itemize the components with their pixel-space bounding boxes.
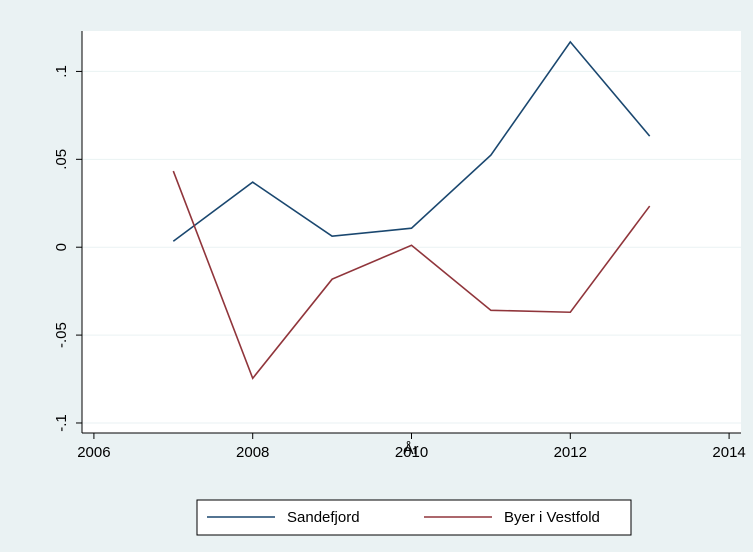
plot-area [82,31,741,433]
x-tick-label: 2012 [554,444,587,461]
legend-label: Sandefjord [287,509,360,526]
x-tick-label: 2014 [712,444,745,461]
y-tick-label: 0 [53,243,70,251]
series-line [172,40,651,242]
legend-label: Byer i Vestfold [504,509,600,526]
y-tick-label: -.05 [53,322,70,348]
x-tick-label: 2010 [395,444,428,461]
x-axis-title: År [404,441,419,458]
y-tick-label: .1 [53,65,70,78]
x-tick-label: 2008 [236,444,269,461]
y-tick-label: -.1 [53,414,70,432]
y-tick-label: .05 [53,149,70,170]
series-line [172,170,651,380]
x-tick-label: 2006 [77,444,110,461]
